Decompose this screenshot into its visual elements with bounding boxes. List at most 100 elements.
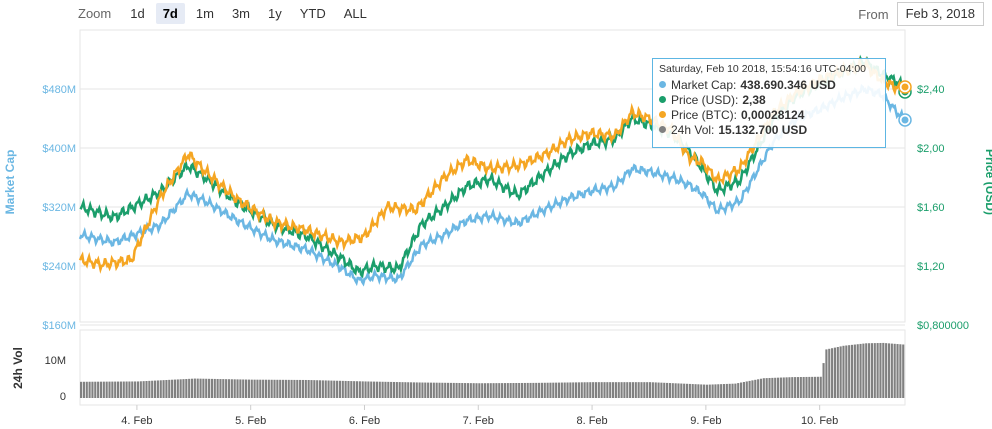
volume-bar: [717, 384, 720, 398]
volume-bar: [543, 382, 546, 398]
y-left-tick-label: $160M: [42, 320, 76, 332]
volume-bar: [799, 377, 802, 398]
volume-bar: [683, 383, 686, 398]
volume-bar: [816, 376, 819, 398]
volume-bar: [162, 380, 165, 398]
volume-bar: [825, 349, 828, 398]
volume-bar: [82, 381, 85, 398]
zoom-3m-button[interactable]: 3m: [231, 5, 250, 21]
volume-bar: [520, 382, 524, 398]
volume-bar: [316, 380, 319, 398]
tooltip-label: Price (BTC):: [671, 107, 737, 122]
volume-bar: [885, 343, 888, 398]
zoom-1y-button[interactable]: 1y: [268, 5, 282, 21]
volume-bar: [367, 381, 370, 398]
volume-bar: [486, 383, 489, 398]
volume-bar: [116, 381, 120, 398]
volume-bar: [737, 383, 740, 398]
volume-bar: [529, 382, 532, 398]
zoom-all-button[interactable]: ALL: [343, 5, 367, 21]
volume-bar: [515, 383, 518, 398]
volume-bar: [222, 379, 225, 398]
volume-bar: [156, 380, 159, 398]
series-line-market-cap: [78, 83, 906, 287]
volume-bar: [239, 379, 242, 398]
volume-bar: [828, 348, 831, 398]
volume-bar: [276, 379, 279, 398]
volume-bar: [336, 380, 339, 398]
volume-bar: [464, 383, 467, 398]
volume-bar: [205, 378, 208, 398]
volume-bar: [466, 383, 470, 398]
volume-bar: [216, 378, 219, 398]
zoom-7d-button[interactable]: 7d: [155, 2, 185, 24]
volume-bar: [831, 348, 834, 398]
volume-bar: [481, 383, 484, 398]
volume-bar: [742, 381, 745, 398]
volume-bar: [899, 344, 902, 398]
volume-bar: [808, 376, 811, 398]
volume-bar: [324, 380, 327, 398]
volume-bar: [97, 381, 100, 398]
volume-bar: [421, 382, 424, 398]
zoom-1m-button[interactable]: 1m: [195, 5, 214, 21]
volume-bar: [373, 381, 376, 398]
volume-bar: [381, 381, 384, 398]
volume-bar: [330, 380, 333, 398]
volume-bar: [833, 347, 837, 398]
volume-bar: [210, 378, 213, 398]
volume-bar: [643, 382, 646, 398]
volume-bar: [654, 382, 657, 398]
volume-bar: [256, 379, 259, 398]
volume-bar: [225, 379, 228, 398]
volume-bar: [876, 343, 879, 398]
volume-bar: [347, 381, 350, 398]
x-tick-label: 6. Feb: [349, 415, 380, 427]
volume-bar: [512, 383, 515, 398]
volume-bar: [350, 381, 353, 398]
volume-bar: [805, 376, 808, 398]
volume-bar: [250, 379, 253, 398]
volume-bar: [637, 382, 640, 398]
volume-bar: [791, 377, 794, 398]
volume-bar: [105, 381, 108, 398]
volume-bar: [461, 383, 464, 398]
volume-bar: [759, 378, 763, 398]
volume-bar: [108, 381, 111, 398]
y-left-tick-label: $320M: [42, 202, 76, 214]
volume-bar: [387, 381, 390, 398]
volume-bar: [677, 383, 680, 398]
tooltip-value: 15.132.700 USD: [718, 122, 808, 137]
volume-bar: [427, 382, 430, 398]
volume-bar: [731, 383, 734, 398]
volume-bar: [296, 379, 299, 398]
volume-bar: [134, 381, 137, 398]
volume-bar: [492, 383, 495, 398]
zoom-ytd-button[interactable]: YTD: [299, 5, 326, 21]
tooltip-label: Market Cap:: [671, 77, 737, 92]
from-date-input[interactable]: Feb 3, 2018: [896, 2, 984, 26]
volume-bar: [836, 347, 839, 398]
volume-bar: [711, 384, 714, 398]
volume-bar: [708, 384, 711, 398]
tooltip-value: 438.690.346 USD: [740, 77, 836, 92]
volume-bar: [264, 379, 268, 398]
volume-bar: [236, 379, 239, 398]
volume-bar: [663, 382, 666, 398]
volume-bar: [190, 378, 194, 398]
volume-bar: [751, 380, 754, 398]
volume-bar: [273, 379, 276, 398]
volume-bar: [606, 382, 609, 398]
volume-bar: [720, 384, 723, 398]
volume-bar: [176, 379, 179, 398]
tooltip-value: 0,00028124: [741, 107, 805, 122]
zoom-1d-button[interactable]: 1d: [130, 5, 145, 21]
volume-bar: [566, 382, 569, 398]
volume-bar: [424, 382, 427, 398]
volume-bar: [412, 382, 415, 398]
volume-bar: [358, 381, 361, 398]
volume-bar: [782, 377, 785, 398]
volume-bar: [680, 383, 683, 398]
volume-bar: [128, 381, 131, 398]
